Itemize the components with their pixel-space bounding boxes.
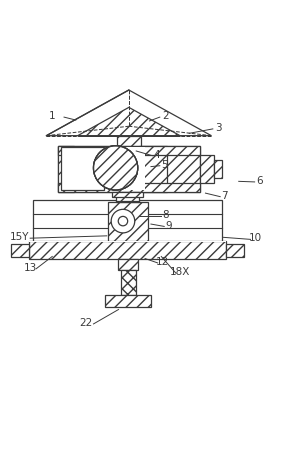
Circle shape bbox=[111, 210, 135, 233]
Bar bbox=[105, 295, 151, 308]
Text: 5: 5 bbox=[161, 159, 168, 169]
Bar bbox=[116, 148, 145, 191]
Text: 9: 9 bbox=[165, 220, 172, 230]
Text: 12: 12 bbox=[155, 256, 169, 266]
Bar bbox=[121, 270, 136, 295]
Text: 3: 3 bbox=[215, 122, 222, 132]
Circle shape bbox=[94, 147, 138, 191]
Circle shape bbox=[118, 217, 128, 226]
Bar bbox=[58, 184, 200, 192]
Bar bbox=[214, 160, 222, 178]
Text: 13: 13 bbox=[23, 262, 37, 272]
Bar bbox=[226, 244, 244, 257]
Circle shape bbox=[94, 147, 138, 191]
Bar bbox=[108, 202, 148, 241]
Bar bbox=[29, 242, 226, 260]
Text: 18X: 18X bbox=[170, 267, 191, 277]
Bar bbox=[58, 147, 74, 192]
Bar bbox=[118, 260, 138, 270]
Text: 2: 2 bbox=[163, 111, 169, 121]
Text: 1: 1 bbox=[49, 111, 56, 121]
Polygon shape bbox=[46, 91, 211, 136]
Bar bbox=[58, 147, 200, 156]
Text: 22: 22 bbox=[80, 317, 93, 327]
Bar bbox=[200, 156, 214, 183]
Bar bbox=[11, 244, 29, 257]
Bar bbox=[61, 148, 104, 191]
Bar bbox=[117, 136, 141, 147]
Text: 6: 6 bbox=[257, 176, 263, 186]
Text: 8: 8 bbox=[163, 209, 169, 219]
Text: 7: 7 bbox=[221, 190, 228, 200]
Text: 10: 10 bbox=[249, 233, 262, 243]
Bar bbox=[61, 148, 104, 191]
Polygon shape bbox=[78, 108, 180, 136]
Bar bbox=[116, 192, 139, 203]
Bar bbox=[139, 147, 167, 192]
Text: 4: 4 bbox=[154, 150, 160, 160]
Text: 15Y: 15Y bbox=[10, 232, 30, 242]
Bar bbox=[33, 201, 222, 242]
Bar bbox=[58, 147, 200, 192]
Bar bbox=[112, 192, 143, 197]
